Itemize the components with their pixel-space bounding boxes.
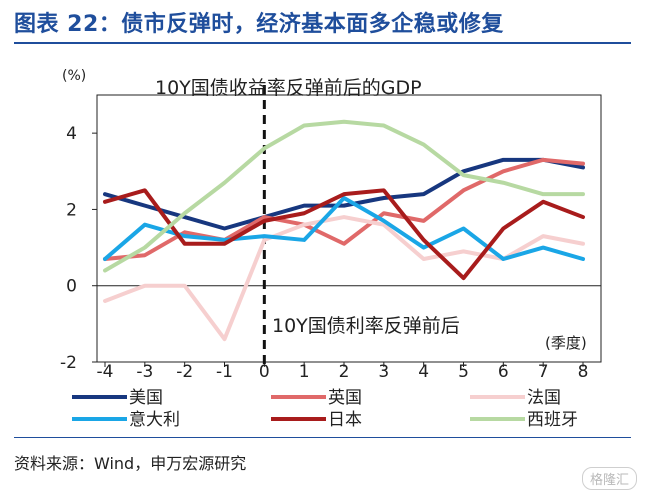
x-tick-label: 1 [299, 362, 310, 382]
x-tick-label: 0 [259, 362, 270, 382]
x-tick-label: 4 [418, 362, 429, 382]
series-line-1 [103, 157, 585, 231]
series-line-2 [103, 157, 585, 262]
source-divider [14, 437, 631, 438]
source-note: 资料来源：Wind，申万宏源研究 [14, 454, 247, 473]
annotation-bond-yield: 10Y国债利率反弹前后 [272, 315, 460, 337]
x-tick-label: 3 [378, 362, 389, 382]
x-tick-label: 7 [538, 362, 549, 382]
x-tick-label: -2 [176, 362, 193, 382]
legend-label-4: 意大利 [129, 410, 180, 430]
x-tick-label: 5 [458, 362, 469, 382]
x-tick-label: -1 [216, 362, 233, 382]
legend-label-1: 美国 [129, 388, 163, 408]
series-line-5 [103, 188, 585, 281]
legend-label-2: 英国 [328, 388, 362, 408]
x-tick-label: 8 [578, 362, 589, 382]
legend-label-6: 西班牙 [527, 410, 578, 430]
series-line-6 [103, 119, 585, 273]
y-tick-label: 2 [66, 200, 77, 220]
y-tick-label: -2 [60, 353, 77, 373]
annotation-gdp: 10Y国债收益率反弹前后的GDP [155, 77, 422, 99]
y-unit-label: (%) [62, 68, 86, 84]
x-tick-label: -3 [136, 362, 153, 382]
x-tick-label: 2 [339, 362, 350, 382]
plot-frame [96, 94, 602, 363]
line-chart: -2 0 2 4 (%) -4 -3 -2 -1 0 1 2 3 4 5 6 7 8 (季度) 10Y国债收益率反弹前… [60, 68, 602, 430]
legend-label-3: 法国 [527, 388, 561, 408]
title-divider [14, 42, 631, 44]
x-unit-label: (季度) [545, 334, 587, 352]
x-tick-label: -4 [97, 362, 114, 382]
series-line-4 [103, 195, 585, 262]
y-tick-label: 0 [66, 277, 77, 297]
watermark-logo: 格隆汇 [581, 467, 637, 490]
legend-label-5: 日本 [328, 410, 362, 430]
chart-title: 图表 22：债市反弹时，经济基本面多企稳或修复 [14, 12, 504, 37]
y-tick-label: 4 [66, 124, 77, 144]
x-tick-label: 6 [498, 362, 509, 382]
